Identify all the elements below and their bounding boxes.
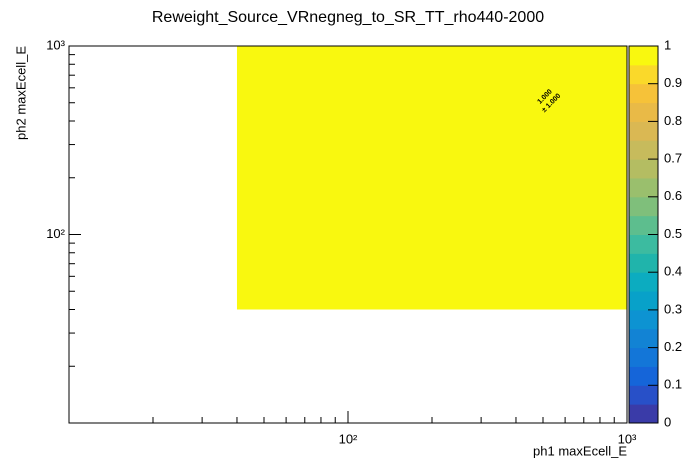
heatmap-cell bbox=[236, 46, 627, 310]
colorbar-band bbox=[629, 291, 658, 311]
x-tick-label: 10² bbox=[339, 431, 358, 446]
z-tick-label: 0.3 bbox=[664, 301, 682, 316]
colorbar-band bbox=[629, 253, 658, 273]
colorbar-band bbox=[629, 272, 658, 292]
chart-title: Reweight_Source_VRnegneg_to_SR_TT_rho440… bbox=[152, 9, 544, 26]
colorbar-band bbox=[629, 385, 658, 405]
z-tick-label: 0.7 bbox=[664, 151, 682, 166]
colorbar-band bbox=[629, 46, 658, 66]
z-tick-label: 0.9 bbox=[664, 75, 682, 90]
colorbar-band bbox=[629, 159, 658, 179]
y-tick-label: 10² bbox=[46, 226, 65, 241]
colorbar-band bbox=[629, 140, 658, 160]
colorbar-band bbox=[629, 102, 658, 122]
colorbar-band bbox=[629, 404, 658, 424]
colorbar-band bbox=[629, 177, 658, 198]
y-axis-title: ph2 maxEcell_E bbox=[13, 46, 28, 140]
colorbar-band bbox=[629, 347, 658, 367]
x-tick-label: 10³ bbox=[618, 431, 637, 446]
z-tick-label: 0 bbox=[664, 414, 671, 429]
colorbar-band bbox=[629, 234, 658, 254]
z-tick-label: 0.4 bbox=[664, 264, 682, 279]
z-tick-label: 0.8 bbox=[664, 113, 682, 128]
colorbar-band bbox=[629, 64, 658, 85]
y-tick-label: 10³ bbox=[46, 37, 65, 52]
colorbar-band bbox=[629, 196, 658, 217]
z-tick-label: 0.6 bbox=[664, 188, 682, 203]
colorbar-band bbox=[629, 121, 658, 141]
x-axis-title: ph1 maxEcell_E bbox=[533, 443, 627, 458]
colorbar-band bbox=[629, 328, 658, 349]
colorbar-band bbox=[629, 309, 658, 330]
colorbar-band bbox=[629, 83, 658, 104]
z-tick-label: 1 bbox=[664, 37, 671, 52]
z-tick-label: 0.1 bbox=[664, 377, 682, 392]
z-tick-label: 0.2 bbox=[664, 339, 682, 354]
z-tick-label: 0.5 bbox=[664, 226, 682, 241]
colorbar-band bbox=[629, 215, 658, 235]
colorbar-band bbox=[629, 366, 658, 386]
